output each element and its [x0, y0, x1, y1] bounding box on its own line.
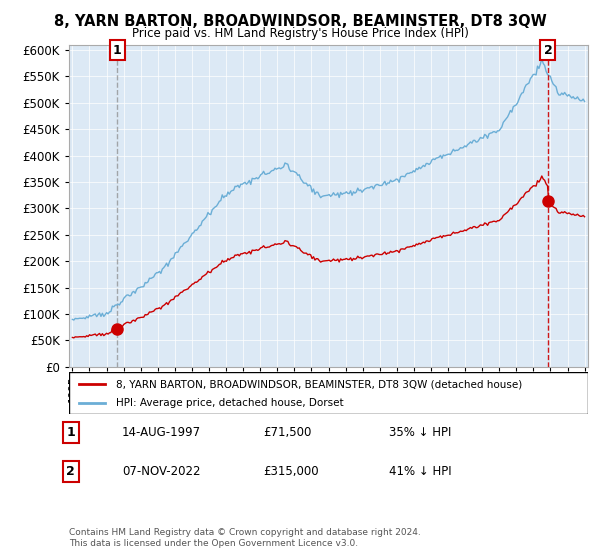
Text: 35% ↓ HPI: 35% ↓ HPI — [389, 426, 451, 439]
Text: 8, YARN BARTON, BROADWINDSOR, BEAMINSTER, DT8 3QW (detached house): 8, YARN BARTON, BROADWINDSOR, BEAMINSTER… — [116, 379, 522, 389]
Text: £315,000: £315,000 — [263, 465, 319, 478]
Text: 2: 2 — [544, 44, 552, 57]
Text: 41% ↓ HPI: 41% ↓ HPI — [389, 465, 451, 478]
Text: HPI: Average price, detached house, Dorset: HPI: Average price, detached house, Dors… — [116, 398, 343, 408]
Text: 14-AUG-1997: 14-AUG-1997 — [122, 426, 201, 439]
Text: Price paid vs. HM Land Registry's House Price Index (HPI): Price paid vs. HM Land Registry's House … — [131, 27, 469, 40]
Text: Contains HM Land Registry data © Crown copyright and database right 2024.
This d: Contains HM Land Registry data © Crown c… — [69, 528, 421, 548]
Text: 1: 1 — [67, 426, 75, 439]
Text: 07-NOV-2022: 07-NOV-2022 — [122, 465, 200, 478]
Text: £71,500: £71,500 — [263, 426, 311, 439]
FancyBboxPatch shape — [69, 372, 588, 414]
Text: 8, YARN BARTON, BROADWINDSOR, BEAMINSTER, DT8 3QW: 8, YARN BARTON, BROADWINDSOR, BEAMINSTER… — [53, 14, 547, 29]
Text: 2: 2 — [67, 465, 75, 478]
Text: 1: 1 — [113, 44, 122, 57]
